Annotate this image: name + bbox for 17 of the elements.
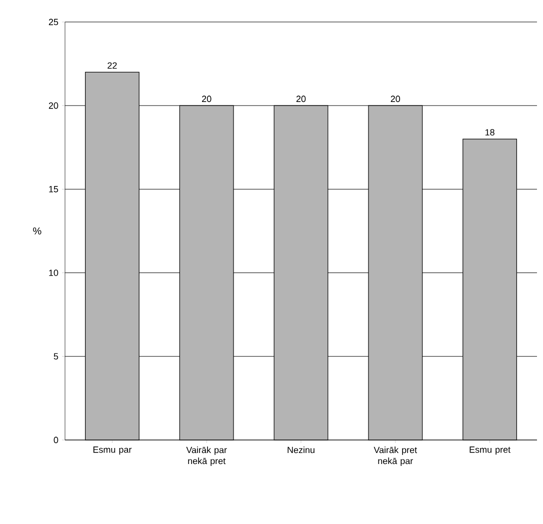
- data-label: 22: [108, 62, 117, 69]
- y-tick-label: 5: [54, 353, 58, 360]
- data-label: 18: [485, 129, 494, 136]
- y-axis-title: %: [33, 227, 42, 234]
- x-tick-label: Vairāk par nekā pret: [186, 446, 227, 466]
- x-tick-label: Nezinu: [288, 446, 314, 454]
- y-tick-label: 15: [49, 186, 58, 192]
- x-tick-label: Esmu pret: [470, 446, 510, 455]
- y-tick-label: 20: [48, 102, 58, 109]
- data-label: 20: [296, 96, 306, 102]
- y-tick-label: 10: [49, 270, 58, 276]
- y-tick-label: 0: [54, 436, 58, 444]
- x-tick-label: Esmu par: [93, 446, 132, 455]
- data-label: 20: [390, 96, 400, 102]
- data-label: 20: [202, 96, 212, 102]
- x-tick-label: Vairāk pret nekā par: [374, 446, 417, 466]
- y-tick-label: 25: [48, 18, 58, 26]
